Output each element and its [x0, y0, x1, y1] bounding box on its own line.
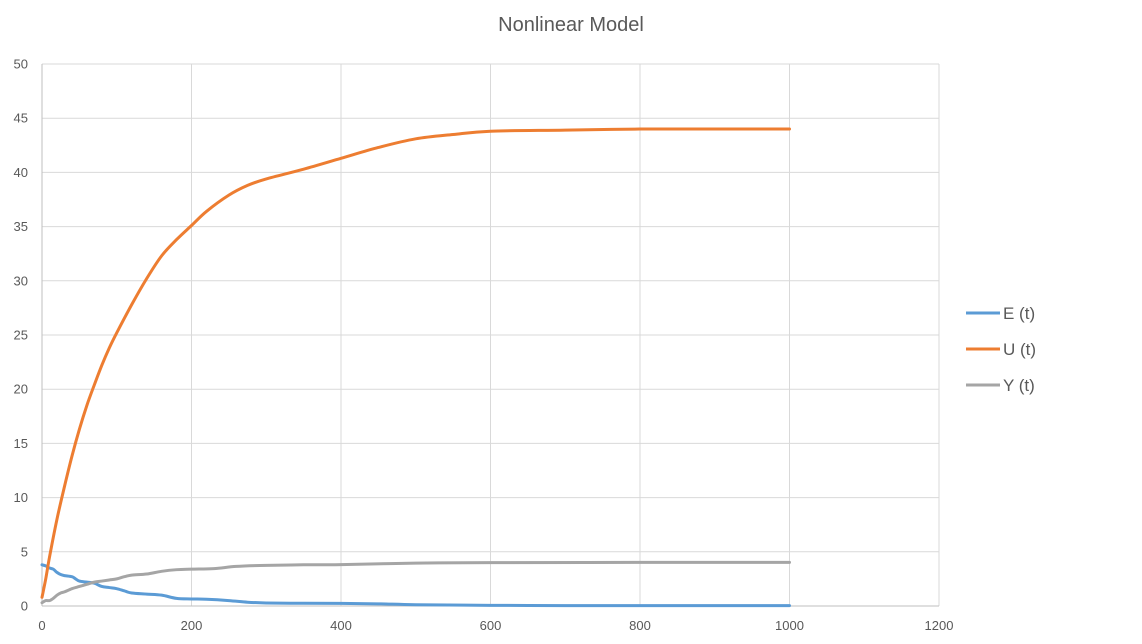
- legend: E (t) U (t) Y (t): [966, 304, 1036, 395]
- legend-label-u-t: U (t): [1003, 340, 1036, 359]
- y-tick-label: 0: [21, 599, 28, 614]
- y-tick-label: 45: [14, 111, 28, 126]
- series-line-y-t: [40, 560, 791, 605]
- y-tick-label: 35: [14, 219, 28, 234]
- y-tick-label: 40: [14, 165, 28, 180]
- chart-title: Nonlinear Model: [498, 14, 644, 36]
- grid: [42, 63, 940, 606]
- series-line-u-t: [40, 127, 791, 599]
- x-tick-label: 1200: [925, 618, 954, 633]
- y-tick-label: 15: [14, 436, 28, 451]
- x-tick-label: 0: [38, 618, 45, 633]
- x-tick-label: 600: [480, 618, 502, 633]
- x-tick-label: 400: [330, 618, 352, 633]
- legend-label-e-t: E (t): [1003, 304, 1035, 323]
- y-tick-label: 30: [14, 273, 28, 288]
- x-tick-label: 800: [629, 618, 651, 633]
- x-tick-label: 1000: [775, 618, 804, 633]
- series-line-e-t: [40, 563, 791, 608]
- plot-area: [40, 127, 791, 608]
- axes: 0 5 10 15 20 25 30 35 40 45 50 0 200 400 600 800 1000 120…: [14, 57, 954, 634]
- y-tick-label: 50: [14, 57, 28, 72]
- y-tick-label: 20: [14, 382, 28, 397]
- legend-label-y-t: Y (t): [1003, 376, 1035, 395]
- x-tick-label: 200: [181, 618, 203, 633]
- y-tick-label: 5: [21, 544, 28, 559]
- y-tick-label: 10: [14, 490, 28, 505]
- y-tick-label: 25: [14, 328, 28, 343]
